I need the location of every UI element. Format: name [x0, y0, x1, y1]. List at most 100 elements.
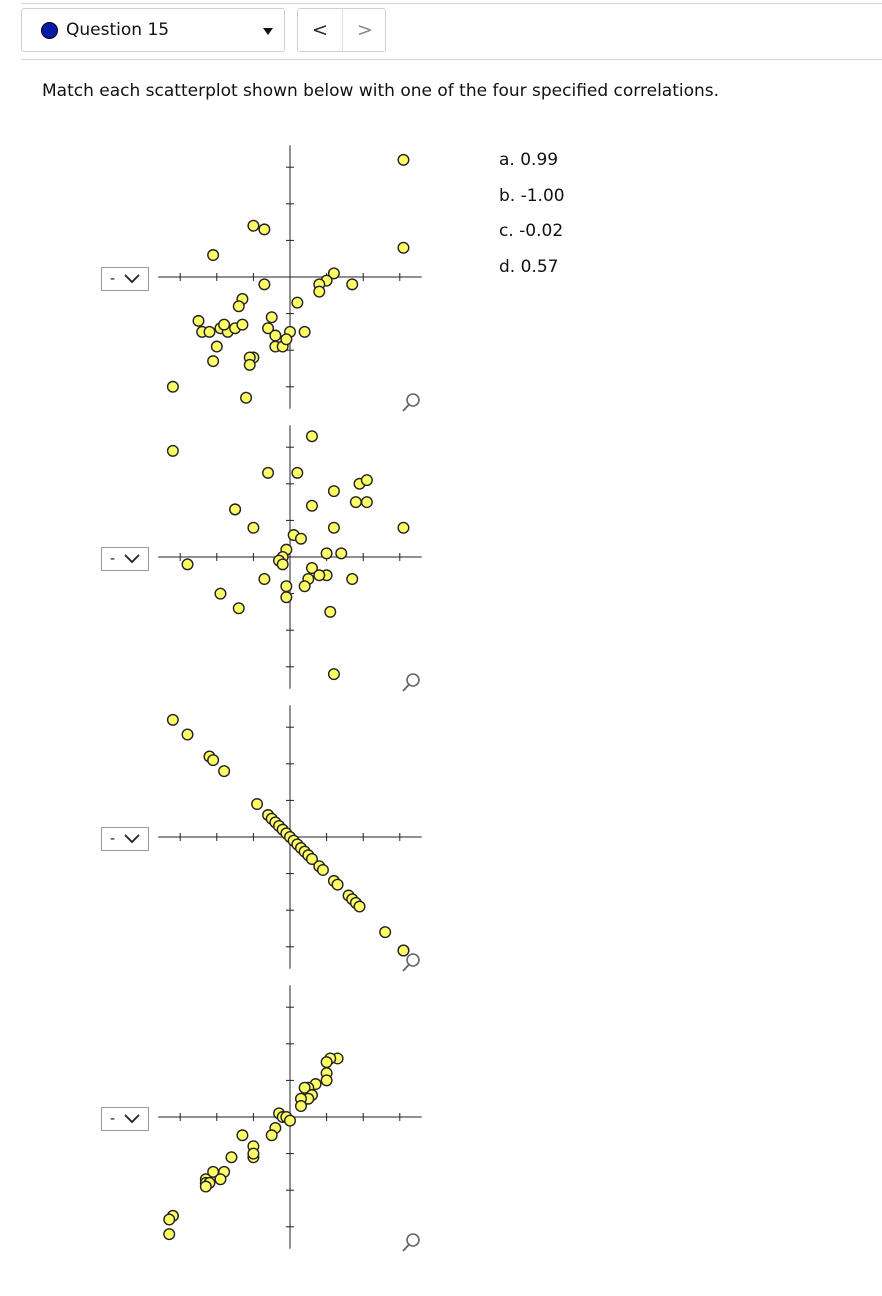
magnifier-icon[interactable] — [400, 671, 424, 695]
data-point — [313, 285, 326, 298]
question-selector[interactable]: Question 15 — [21, 8, 285, 52]
data-point — [229, 503, 242, 516]
magnifier-icon[interactable] — [400, 1231, 424, 1255]
data-point — [320, 1056, 333, 1069]
magnifier-icon[interactable] — [400, 391, 424, 415]
chevron-down-icon — [124, 554, 140, 564]
data-point — [262, 466, 275, 479]
data-point — [225, 1151, 238, 1164]
data-point — [232, 602, 245, 615]
data-point — [320, 547, 333, 560]
data-point — [276, 558, 289, 571]
header-divider — [21, 59, 882, 60]
data-point — [214, 587, 227, 600]
data-point — [298, 325, 311, 338]
data-point — [327, 267, 340, 280]
data-point — [258, 223, 271, 236]
chevron-down-icon — [124, 834, 140, 844]
data-point — [324, 605, 337, 618]
scatterplot-2 — [158, 425, 422, 689]
scatterplot-4 — [158, 985, 422, 1249]
answer-option: a. 0.99 — [499, 150, 559, 170]
data-point — [236, 1129, 249, 1142]
chevron-down-icon — [124, 1114, 140, 1124]
data-point — [166, 380, 179, 393]
data-point — [210, 340, 223, 353]
data-point — [360, 474, 373, 487]
dropdown-value: - — [110, 551, 116, 567]
data-point — [199, 1180, 212, 1193]
data-point — [207, 355, 220, 368]
magnifier-icon[interactable] — [400, 951, 424, 975]
data-point — [232, 300, 245, 313]
data-point — [283, 1114, 296, 1127]
data-point — [247, 1147, 260, 1160]
data-point — [236, 318, 249, 331]
data-point — [181, 728, 194, 741]
data-point — [316, 863, 329, 876]
data-point — [298, 1081, 311, 1094]
answer-option: c. -0.02 — [499, 221, 564, 241]
data-point — [280, 580, 293, 593]
answer-option: b. -1.00 — [499, 186, 565, 206]
data-point — [397, 153, 410, 166]
data-point — [265, 1129, 278, 1142]
data-point — [346, 572, 359, 585]
data-point — [313, 569, 326, 582]
data-point — [291, 296, 304, 309]
data-point — [203, 325, 216, 338]
question-status-icon — [41, 22, 58, 39]
data-point — [280, 591, 293, 604]
data-point — [294, 532, 307, 545]
data-point — [397, 521, 410, 534]
data-point — [258, 278, 271, 291]
question-prompt: Match each scatterplot shown below with … — [42, 81, 720, 101]
data-point — [360, 496, 373, 509]
dropdown-value: - — [110, 1111, 116, 1127]
caret-down-icon — [263, 28, 273, 35]
scatterplot-3 — [158, 705, 422, 969]
data-point — [218, 765, 231, 778]
data-point — [181, 558, 194, 571]
data-point — [258, 572, 271, 585]
data-point — [280, 333, 293, 346]
data-point — [243, 358, 256, 371]
answer-option: d. 0.57 — [499, 257, 559, 277]
data-point — [335, 547, 348, 560]
next-question-button[interactable]: > — [342, 9, 387, 51]
data-point — [247, 521, 260, 534]
data-point — [327, 485, 340, 498]
data-point — [349, 496, 362, 509]
question-title: Question 15 — [66, 20, 170, 40]
data-point — [262, 322, 275, 335]
data-point — [291, 466, 304, 479]
previous-question-button[interactable]: < — [312, 19, 328, 41]
data-point — [397, 944, 410, 957]
correlation-dropdown-1[interactable]: - — [101, 267, 149, 291]
data-point — [247, 219, 260, 232]
data-point — [251, 798, 264, 811]
correlation-dropdown-3[interactable]: - — [101, 827, 149, 851]
data-point — [240, 391, 253, 404]
data-point — [305, 499, 318, 512]
data-point — [163, 1228, 176, 1241]
dropdown-value: - — [110, 271, 116, 287]
data-point — [327, 521, 340, 534]
data-point — [305, 561, 318, 574]
correlation-dropdown-2[interactable]: - — [101, 547, 149, 571]
data-point — [166, 444, 179, 457]
data-point — [305, 430, 318, 443]
data-point — [192, 314, 205, 327]
data-point — [163, 1213, 176, 1226]
data-point — [327, 668, 340, 681]
data-point — [298, 580, 311, 593]
correlation-dropdown-4[interactable]: - — [101, 1107, 149, 1131]
data-point — [397, 241, 410, 254]
top-divider — [21, 3, 882, 4]
data-point — [346, 278, 359, 291]
data-point — [320, 1074, 333, 1087]
data-point — [207, 249, 220, 262]
data-point — [218, 318, 231, 331]
data-point — [207, 754, 220, 767]
data-point — [305, 852, 318, 865]
